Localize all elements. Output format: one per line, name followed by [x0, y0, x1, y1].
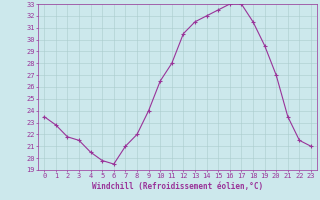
- X-axis label: Windchill (Refroidissement éolien,°C): Windchill (Refroidissement éolien,°C): [92, 182, 263, 191]
